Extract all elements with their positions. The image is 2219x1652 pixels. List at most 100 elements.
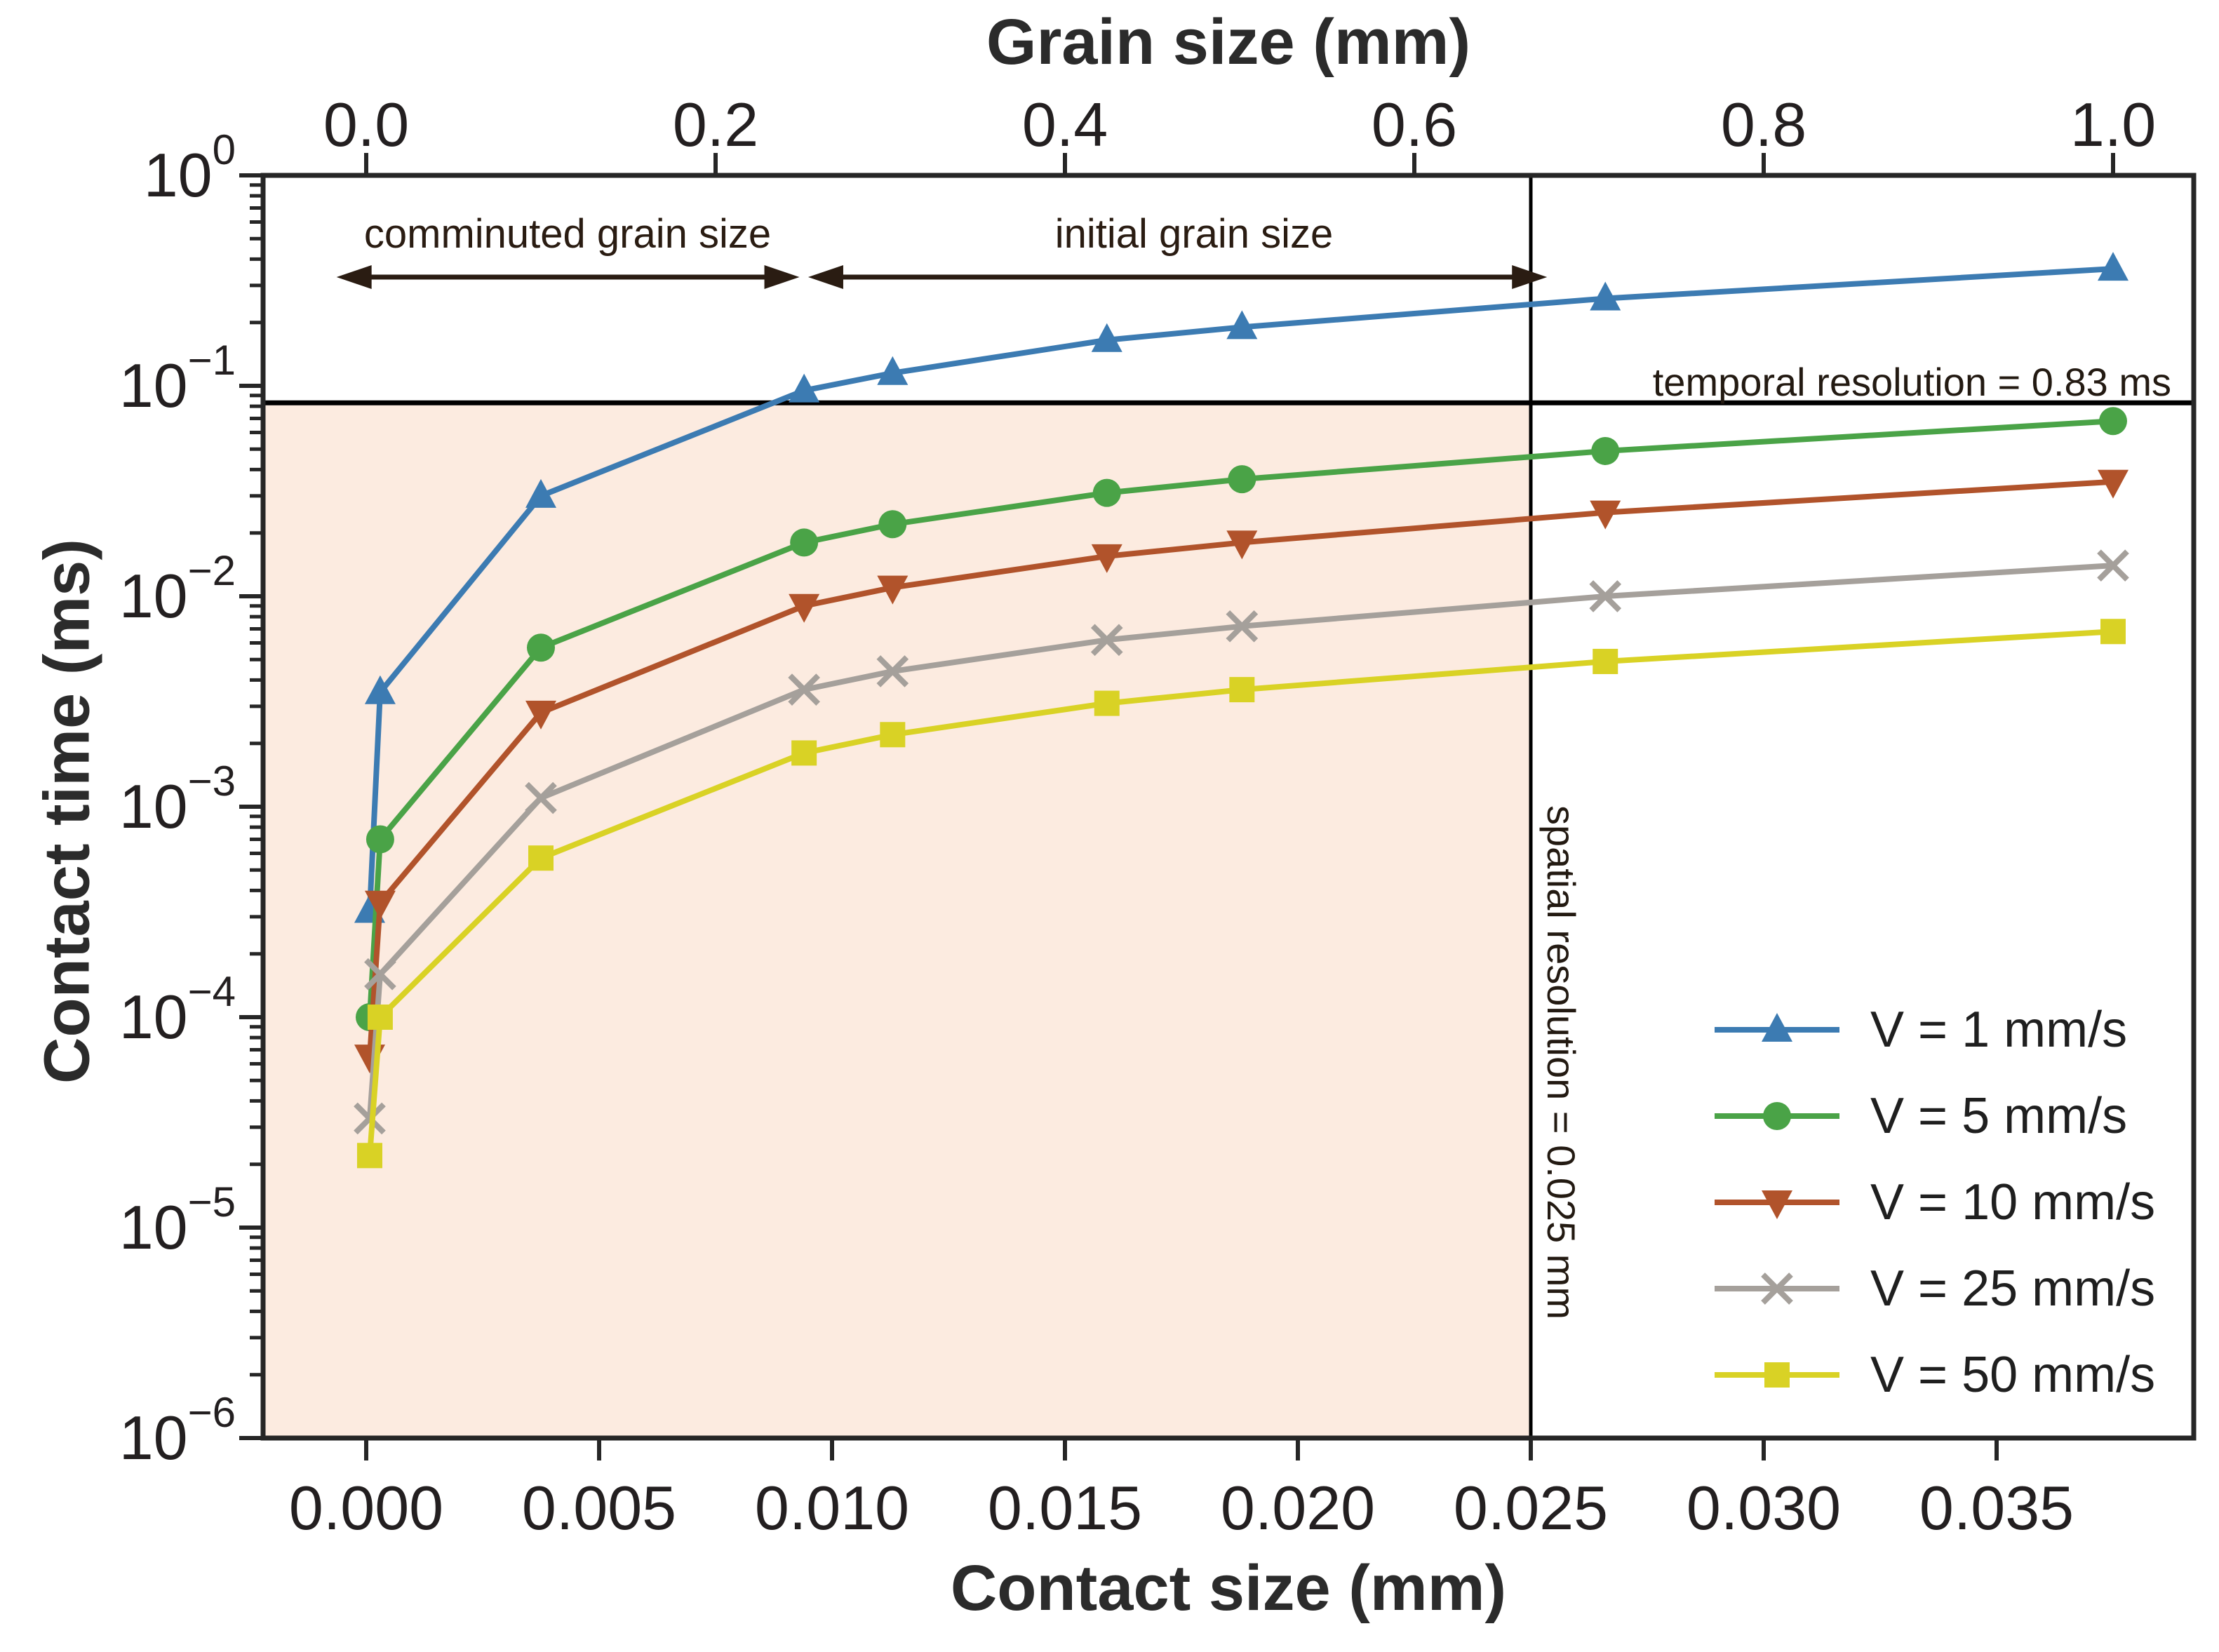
y-axis-tick-label: 100: [144, 126, 236, 210]
legend-marker-v1-triangle-icon: [1715, 1012, 1839, 1042]
marker-triangle-down: [1762, 1190, 1792, 1219]
bottom-axis-tick-label: 0.025: [1454, 1473, 1608, 1543]
top-axis-tick-label: 1.0: [2070, 90, 2156, 159]
marker-triangle-up: [2098, 252, 2129, 281]
y-axis-title: Contact time (ms): [31, 539, 103, 1084]
bottom-axis-title: Contact size (mm): [950, 1552, 1507, 1624]
marker-circle: [1228, 465, 1256, 494]
bottom-axis-tick-label: 0.000: [289, 1473, 443, 1543]
comminuted-grain-size-arrow-right-head: [764, 265, 800, 289]
marker-x: [876, 655, 909, 687]
marker-x: [1090, 624, 1123, 657]
temporal-resolution-label: temporal resolution = 0.83 ms: [1652, 360, 2171, 404]
top-axis-tick-label: 0.2: [673, 90, 758, 159]
y-axis-tick-label: 10−5: [119, 1178, 236, 1262]
marker-triangle-up: [525, 478, 556, 508]
marker-square: [1764, 1362, 1790, 1388]
legend-item-v50: V = 50 mm/s: [1710, 1331, 2155, 1418]
bottom-axis-tick-label: 0.005: [522, 1473, 676, 1543]
marker-square: [528, 845, 554, 871]
bottom-axis-tick-label: 0.010: [755, 1473, 909, 1543]
series-v-50-mm-s: [356, 619, 2126, 1169]
legend-swatch-marker: [1762, 1012, 1792, 1042]
annotation-initial-grain-size: initial grain size: [1054, 211, 1334, 257]
marker-triangle-up: [1091, 323, 1122, 352]
y-axis-tick-label: 10−6: [119, 1389, 236, 1472]
marker-triangle-down: [1091, 544, 1122, 573]
marker-triangle-up: [364, 675, 396, 704]
marker-circle: [527, 633, 555, 662]
marker-triangle-down: [789, 593, 820, 623]
marker-square: [2100, 619, 2126, 645]
legend-item-v25: V = 25 mm/s: [1710, 1245, 2155, 1331]
legend-label-v25: V = 25 mm/s: [1870, 1260, 2156, 1317]
legend-item-v1: V = 1 mm/s: [1710, 986, 2155, 1073]
marker-x: [788, 673, 820, 706]
marker-triangle-up: [1762, 1012, 1792, 1042]
comminuted-grain-size-arrow-left-head: [336, 265, 372, 289]
top-axis-tick-label: 0.8: [1721, 90, 1806, 159]
marker-triangle-down: [1590, 500, 1621, 530]
marker-triangle-up: [1226, 310, 1258, 340]
marker-triangle-down: [525, 700, 556, 730]
axis-ticks: 0.0 0.2 0.4 0.6 0.8 1.0 0.000 0.005 0.010 0.015 0.…: [119, 90, 2156, 1543]
legend-marker-v5-circle-icon: [1715, 1101, 1839, 1130]
marker-triangle-down: [1226, 530, 1258, 560]
legend-label-v5: V = 5 mm/s: [1870, 1087, 2128, 1144]
legend-swatch-marker: [1761, 1272, 1793, 1305]
marker-triangle-down: [2098, 469, 2129, 499]
marker-circle: [2099, 407, 2127, 436]
legend-marker-v10-triangle-down-icon: [1715, 1190, 1839, 1219]
marker-x: [1589, 580, 1622, 612]
legend-label-v10: V = 10 mm/s: [1870, 1174, 2156, 1230]
marker-square: [1094, 690, 1120, 716]
marker-circle: [1591, 436, 1620, 465]
legend-swatch-marker: [1764, 1362, 1790, 1388]
initial-grain-size-arrow: [807, 265, 1548, 289]
legend-label-v50: V = 50 mm/s: [1870, 1346, 2156, 1403]
bottom-axis-tick-label: 0.030: [1687, 1473, 1841, 1543]
marker-square: [1229, 677, 1255, 703]
marker-triangle-up: [1590, 281, 1621, 311]
marker-square: [356, 1143, 382, 1169]
marker-circle: [366, 825, 394, 854]
legend: V = 1 mm/s V = 5 mm/s V = 10 mm/s V = 25…: [1710, 986, 2155, 1418]
marker-square: [880, 722, 906, 748]
marker-square: [791, 740, 817, 766]
y-axis-tick-label: 10−1: [119, 337, 236, 420]
top-axis-tick-label: 0.6: [1372, 90, 1457, 159]
y-axis-tick-label: 10−4: [119, 968, 236, 1052]
marker-triangle-up: [789, 373, 820, 403]
initial-grain-size-arrow-right-head: [1512, 265, 1548, 289]
comminuted-grain-size-arrow: [336, 265, 800, 289]
marker-x: [364, 958, 396, 990]
legend-item-v5: V = 5 mm/s: [1710, 1073, 2155, 1159]
legend-item-v10: V = 10 mm/s: [1710, 1159, 2155, 1245]
marker-x: [1226, 610, 1259, 643]
bottom-axis-tick-label: 0.035: [1919, 1473, 2074, 1543]
shaded-resolution-region: [263, 403, 1531, 1438]
series-v-1-mm-s: [354, 252, 2129, 923]
marker-triangle-down: [877, 575, 909, 605]
y-axis-tick-label: 10−2: [119, 547, 236, 631]
legend-swatch-marker: [1762, 1190, 1792, 1219]
annotation-comminuted-grain-size: comminuted grain size: [363, 211, 772, 257]
marker-x: [2097, 549, 2129, 582]
marker-circle: [1763, 1101, 1791, 1130]
marker-circle: [790, 528, 819, 557]
y-axis-tick-label: 10−3: [119, 758, 236, 841]
legend-marker-v25-x-icon: [1715, 1272, 1839, 1305]
marker-x: [525, 781, 557, 814]
series-v-10-mm-s: [354, 469, 2129, 1074]
marker-circle: [878, 510, 907, 539]
top-axis-tick-label: 0.4: [1022, 90, 1108, 159]
legend-swatch-marker: [1763, 1101, 1791, 1130]
marker-triangle-down: [364, 890, 396, 920]
marker-x: [1761, 1272, 1793, 1305]
series-v-25-mm-s: [354, 549, 2129, 1135]
top-axis-title: Grain size (mm): [986, 6, 1471, 78]
legend-label-v1: V = 1 mm/s: [1870, 1001, 2128, 1058]
initial-grain-size-arrow-left-head: [807, 265, 843, 289]
